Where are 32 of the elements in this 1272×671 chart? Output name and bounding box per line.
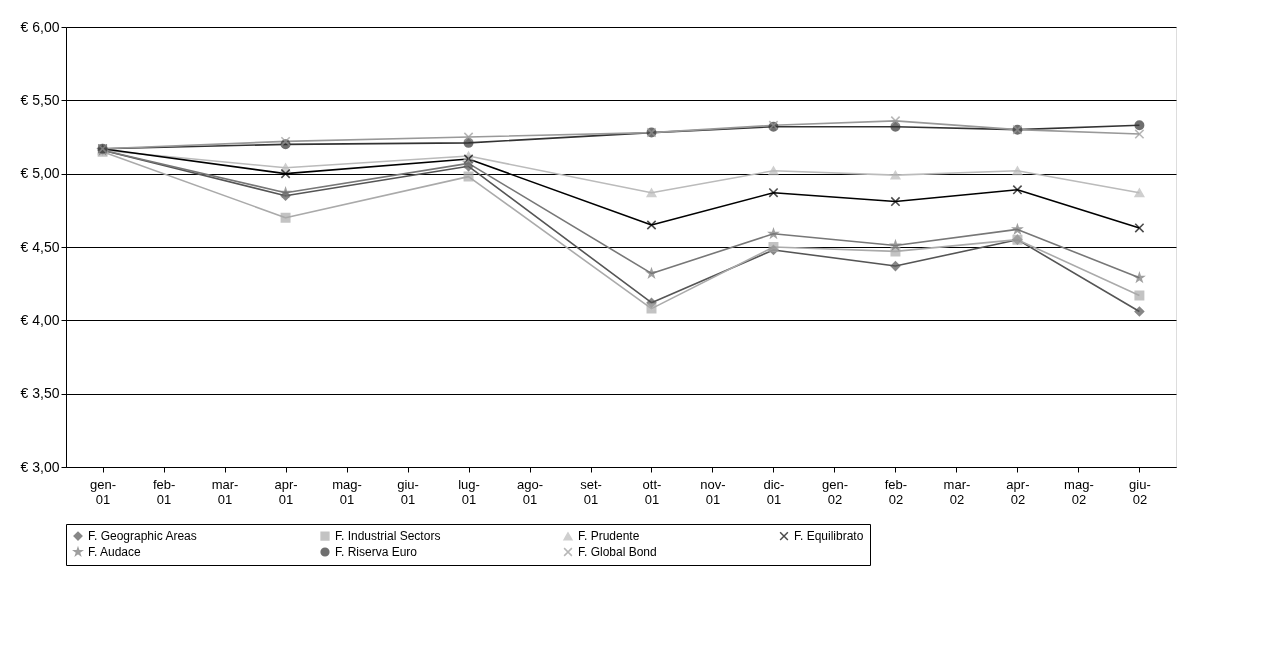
x-tick-label: set-01	[580, 476, 602, 507]
x-tick-label: ago-01	[517, 476, 544, 507]
x-tick-label: apr-02	[1006, 476, 1030, 507]
x-tick-label: apr-01	[274, 476, 298, 507]
x-tick-label: feb-02	[884, 476, 908, 507]
legend-label: F. Global Bond	[578, 545, 657, 559]
legend-label: F. Equilibrato	[794, 529, 864, 544]
x-tick-label: mag-02	[1064, 476, 1094, 507]
legend-label: F. Prudente	[578, 529, 640, 544]
y-tick-label: € 3,00	[20, 458, 60, 475]
legend-label: F. Industrial Sectors	[335, 529, 441, 544]
x-tick-label: lug-01	[458, 476, 480, 507]
y-tick-label: € 6,00	[20, 18, 60, 35]
y-tick-label: € 5,00	[20, 165, 60, 182]
y-tick-label: € 3,50	[20, 385, 60, 402]
x-tick-label: ott-01	[642, 476, 662, 507]
x-tick-label: nov-01	[700, 476, 726, 507]
legend-label: F. Audace	[88, 545, 142, 559]
x-tick-label: mar-01	[211, 476, 239, 507]
legend-label: F. Riserva Euro	[335, 545, 418, 559]
x-tick-label: giu-02	[1129, 476, 1151, 507]
x-tick-label: giu-01	[397, 476, 419, 507]
x-tick-label: feb-01	[152, 476, 176, 507]
legend-label: F. Geographic Areas	[88, 529, 197, 544]
y-tick-label: € 5,50	[20, 91, 60, 108]
y-tick-label: € 4,00	[20, 311, 60, 328]
x-tick-label: dic-01	[763, 476, 785, 507]
x-tick-label: mar-02	[943, 476, 971, 507]
x-tick-label: gen-01	[90, 476, 117, 507]
x-tick-label: gen-02	[821, 476, 848, 507]
y-tick-label: € 4,50	[20, 238, 60, 255]
x-tick-label: mag-01	[332, 476, 362, 507]
